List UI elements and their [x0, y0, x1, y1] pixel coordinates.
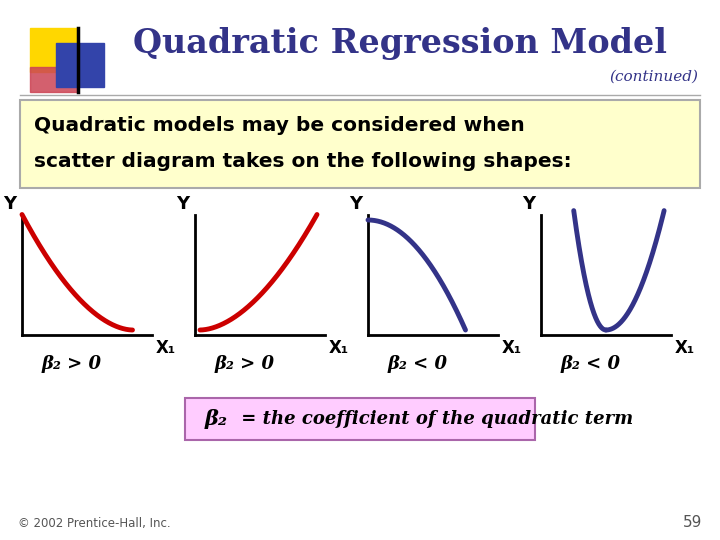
Text: X₁: X₁ — [675, 339, 695, 357]
Text: Y: Y — [522, 195, 535, 213]
Text: β₂ < 0: β₂ < 0 — [560, 355, 621, 373]
Text: β₂: β₂ — [205, 409, 228, 429]
Text: X₁: X₁ — [329, 339, 349, 357]
Text: β₂ > 0: β₂ > 0 — [42, 355, 102, 373]
Bar — [56, 43, 104, 87]
Bar — [30, 28, 78, 72]
Text: Y: Y — [176, 195, 189, 213]
Text: Y: Y — [349, 195, 362, 213]
Text: (continued): (continued) — [609, 70, 698, 84]
Text: Quadratic Regression Model: Quadratic Regression Model — [133, 26, 667, 59]
Text: X₁: X₁ — [156, 339, 176, 357]
FancyBboxPatch shape — [185, 398, 535, 440]
Text: © 2002 Prentice-Hall, Inc.: © 2002 Prentice-Hall, Inc. — [18, 517, 171, 530]
Text: = the coefficient of the quadratic term: = the coefficient of the quadratic term — [235, 410, 633, 428]
Text: Y: Y — [3, 195, 16, 213]
FancyBboxPatch shape — [20, 100, 700, 188]
Text: Quadratic models may be considered when: Quadratic models may be considered when — [34, 116, 525, 135]
Text: β₂ < 0: β₂ < 0 — [387, 355, 447, 373]
Text: scatter diagram takes on the following shapes:: scatter diagram takes on the following s… — [34, 152, 572, 171]
Text: β₂ > 0: β₂ > 0 — [215, 355, 274, 373]
Text: 59: 59 — [683, 515, 702, 530]
Text: X₁: X₁ — [502, 339, 522, 357]
Bar — [30, 67, 78, 92]
